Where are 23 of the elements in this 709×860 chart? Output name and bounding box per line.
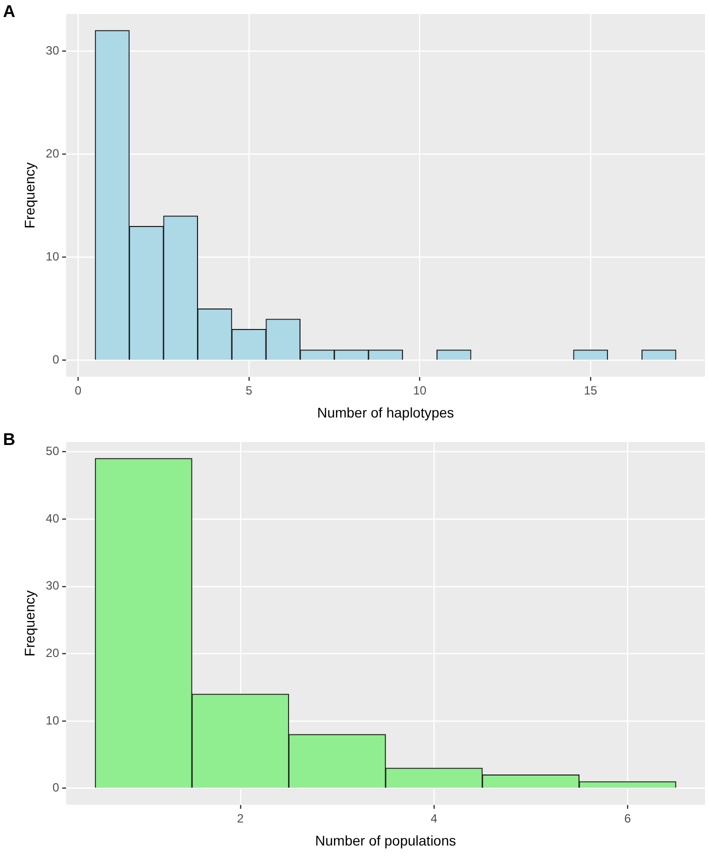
y-axis-title: Frequency xyxy=(21,162,38,228)
y-tick-label: 50 xyxy=(46,444,60,458)
x-tick-label: 5 xyxy=(246,383,253,398)
y-tick-label: 10 xyxy=(46,713,60,728)
x-tick-label: 2 xyxy=(237,811,244,826)
y-tick-label: 10 xyxy=(46,250,60,264)
x-tick-label: 10 xyxy=(413,383,427,398)
y-tick-label: 40 xyxy=(46,511,60,526)
y-tick-label: 30 xyxy=(46,578,60,593)
y-tick-label: 0 xyxy=(52,352,60,367)
y-tick-label: 30 xyxy=(46,43,60,58)
y-tick-label: 0 xyxy=(52,780,60,795)
x-axis-title: Number of populations xyxy=(315,832,456,848)
chart-title: A xyxy=(3,2,16,22)
x-tick-label: 0 xyxy=(74,383,82,398)
y-tick-label: 20 xyxy=(46,646,60,660)
chart-title: B xyxy=(3,430,16,450)
y-axis-title: Frequency xyxy=(21,590,38,656)
x-tick-label: 4 xyxy=(430,811,438,826)
y-tick-label: 20 xyxy=(46,146,60,160)
x-tick-label: 6 xyxy=(624,811,632,826)
x-axis-title: Number of haplotypes xyxy=(317,404,454,420)
x-tick-label: 15 xyxy=(584,383,598,398)
